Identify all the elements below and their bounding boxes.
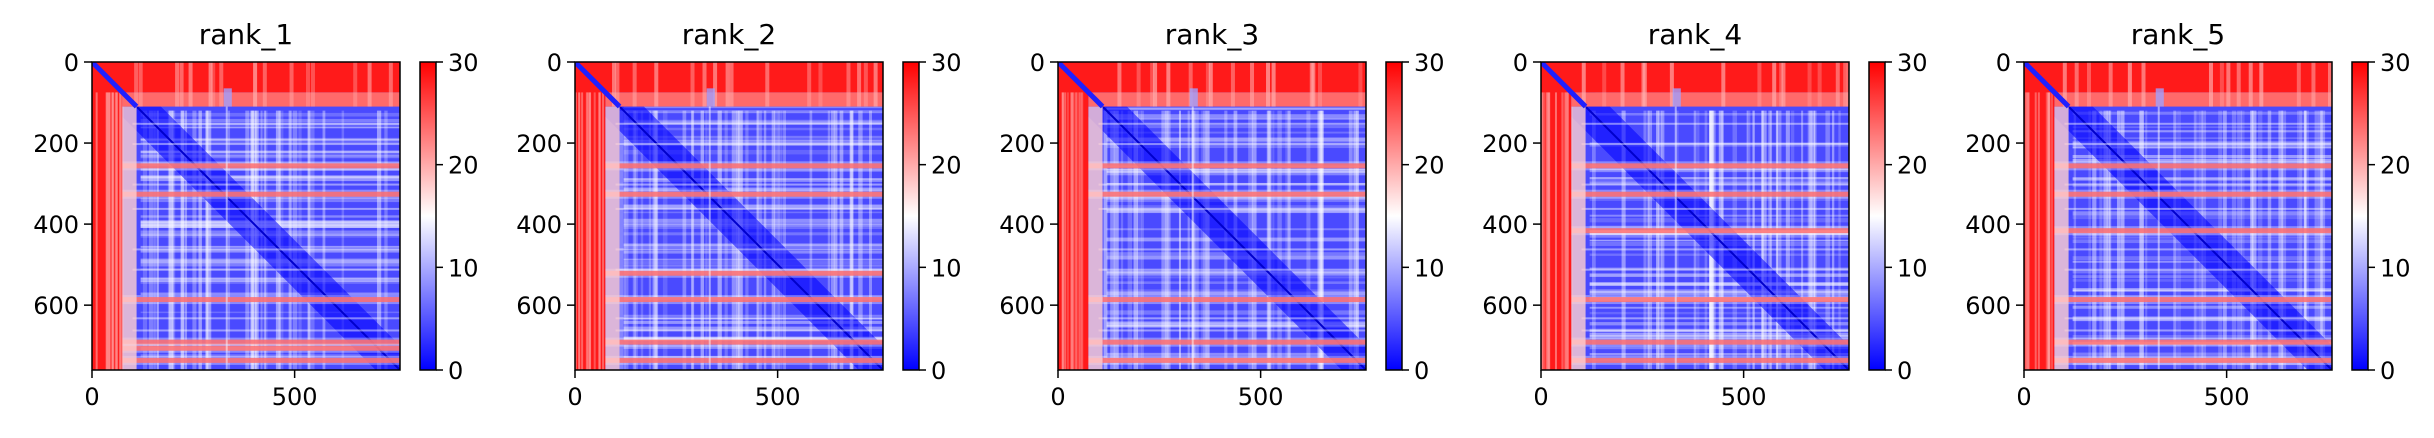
colorbar-tick-label: 20 (1414, 152, 1445, 180)
chart-title: rank_1 (199, 18, 293, 51)
colorbar (2351, 61, 2369, 371)
colorbar-tick-label: 30 (448, 49, 479, 77)
colorbar-tick-label: 0 (2380, 357, 2395, 385)
colorbar-tick-label: 0 (1897, 357, 1912, 385)
colorbar (902, 61, 920, 371)
x-tick-label: 0 (2016, 383, 2031, 411)
axes-frame (2023, 61, 2333, 371)
colorbar-tick-label: 10 (931, 254, 962, 282)
colorbar-tick-label: 30 (1897, 49, 1928, 77)
colorbar-tick-label: 0 (448, 357, 463, 385)
y-tick-label: 200 (999, 130, 1045, 158)
chart-title: rank_5 (2131, 18, 2225, 51)
colorbar-tick-label: 20 (448, 152, 479, 180)
axes-frame (1057, 61, 1367, 371)
y-tick-label: 0 (1513, 49, 1528, 77)
y-tick-label: 400 (999, 211, 1045, 239)
y-tick-label: 0 (64, 49, 79, 77)
y-tick-label: 600 (516, 292, 562, 320)
y-tick-label: 0 (1996, 49, 2011, 77)
panel-1: rank_1 0 200 400 600 0 500 0 10 20 30 (33, 18, 478, 411)
colorbar (1385, 61, 1403, 371)
chart-title: rank_3 (1165, 18, 1259, 51)
heatmap-image (92, 62, 400, 370)
y-tick-label: 200 (516, 130, 562, 158)
colorbar-tick-label: 20 (1897, 152, 1928, 180)
y-tick-label: 400 (33, 211, 79, 239)
colorbar-tick-label: 10 (1414, 254, 1445, 282)
y-tick-label: 600 (33, 292, 79, 320)
heatmap-image (575, 62, 883, 370)
x-tick-label: 0 (1050, 383, 1065, 411)
colorbar-tick-label: 10 (2380, 254, 2411, 282)
colorbar-tick-label: 30 (2380, 49, 2411, 77)
panel-5: rank_5 0 200 400 600 0 500 0 10 20 30 (1965, 18, 2410, 411)
axes-frame (574, 61, 884, 371)
colorbar-tick-label: 30 (1414, 49, 1445, 77)
colorbar-tick-label: 20 (931, 152, 962, 180)
panel-3: rank_3 0 200 400 600 0 500 0 10 20 30 (999, 18, 1444, 411)
y-tick-label: 0 (547, 49, 562, 77)
heatmap-image (1541, 62, 1849, 370)
x-tick-label: 500 (272, 383, 318, 411)
colorbar-tick-label: 0 (931, 357, 946, 385)
colorbar (1868, 61, 1886, 371)
y-tick-label: 600 (1482, 292, 1528, 320)
panel-2: rank_2 0 200 400 600 0 500 0 10 20 30 (516, 18, 961, 411)
x-tick-label: 500 (1238, 383, 1284, 411)
chart-title: rank_2 (682, 18, 776, 51)
x-tick-label: 500 (1721, 383, 1767, 411)
y-tick-label: 200 (33, 130, 79, 158)
panel-4: rank_4 0 200 400 600 0 500 0 10 20 30 (1482, 18, 1927, 411)
x-tick-label: 0 (567, 383, 582, 411)
colorbar (419, 61, 437, 371)
chart-title: rank_4 (1648, 18, 1742, 51)
colorbar-tick-label: 0 (1414, 357, 1429, 385)
x-tick-label: 500 (755, 383, 801, 411)
heatmap-image (1058, 62, 1366, 370)
y-tick-label: 400 (1482, 211, 1528, 239)
y-tick-label: 200 (1482, 130, 1528, 158)
y-tick-label: 600 (999, 292, 1045, 320)
y-tick-label: 200 (1965, 130, 2011, 158)
x-tick-label: 0 (84, 383, 99, 411)
x-tick-label: 0 (1533, 383, 1548, 411)
x-tick-label: 500 (2204, 383, 2250, 411)
colorbar-tick-label: 10 (448, 254, 479, 282)
heatmap-image (2024, 62, 2332, 370)
y-tick-label: 400 (1965, 211, 2011, 239)
axes-frame (91, 61, 401, 371)
colorbar-tick-label: 20 (2380, 152, 2411, 180)
y-tick-label: 600 (1965, 292, 2011, 320)
y-tick-label: 0 (1030, 49, 1045, 77)
colorbar-tick-label: 30 (931, 49, 962, 77)
colorbar-tick-label: 10 (1897, 254, 1928, 282)
axes-frame (1540, 61, 1850, 371)
y-tick-label: 400 (516, 211, 562, 239)
